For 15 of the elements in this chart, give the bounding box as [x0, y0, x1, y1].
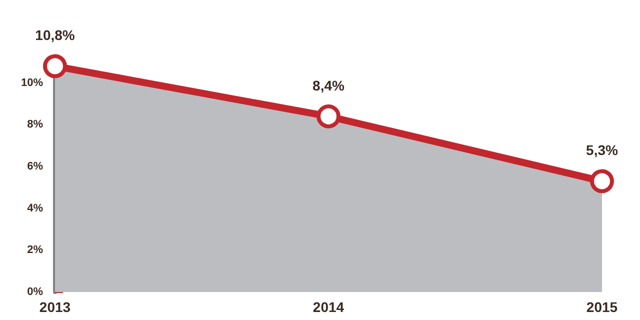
x-tick-label: 2015 — [586, 299, 618, 315]
point — [43, 54, 67, 78]
y-tick-label: 10% — [20, 76, 44, 89]
y-tick-label: 6% — [27, 160, 44, 173]
y-tick-label: 4% — [27, 202, 44, 214]
y-tick-label: 8% — [27, 118, 44, 131]
data-label: 8,4% — [312, 77, 345, 94]
point — [316, 104, 340, 128]
x-tick-label: 2014 — [312, 299, 344, 315]
x-tick-label: 2013 — [39, 299, 71, 315]
point — [590, 169, 614, 194]
data-label: 10,8% — [35, 27, 76, 44]
y-tick-label: 0% — [27, 286, 44, 298]
data-label: 5,3% — [586, 142, 618, 158]
y-tick-label: 2% — [27, 244, 44, 256]
